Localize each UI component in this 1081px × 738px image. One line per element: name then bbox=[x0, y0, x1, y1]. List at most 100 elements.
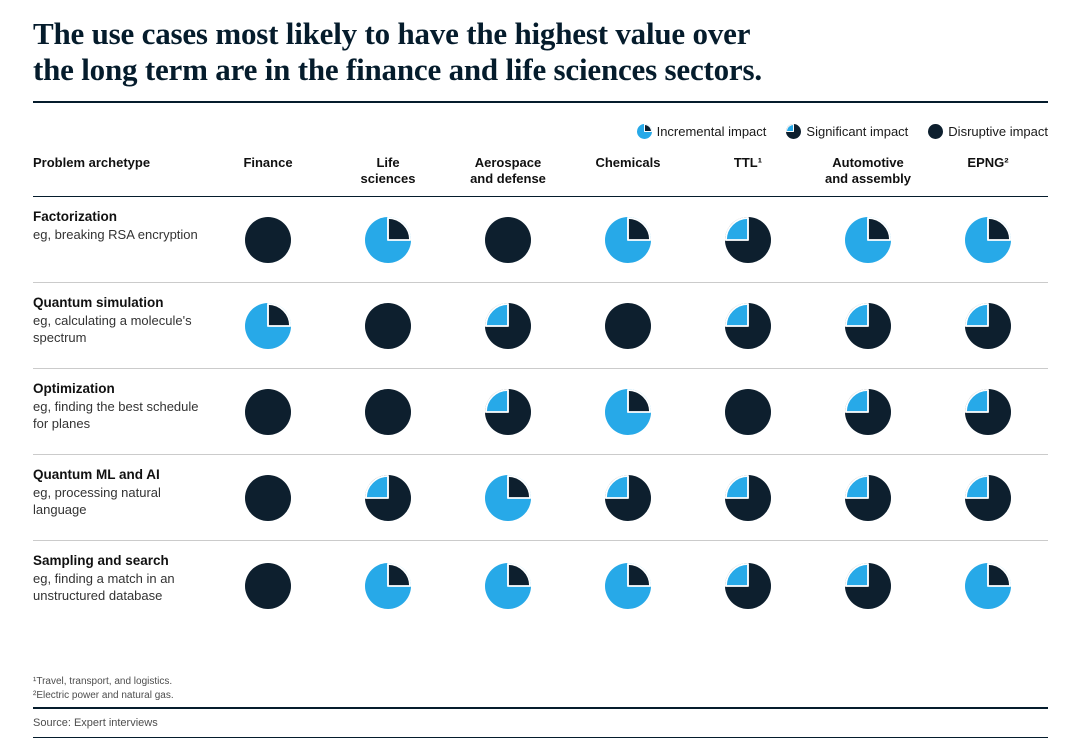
significant-impact-pie-icon bbox=[725, 563, 771, 610]
row-label: Quantum simulation eg, calculating a mole… bbox=[33, 283, 208, 357]
impact-cell-3-6 bbox=[928, 474, 1048, 521]
impact-cell-4-3 bbox=[568, 563, 688, 610]
title-divider bbox=[33, 100, 1048, 103]
column-header-2: Aerospace and defense bbox=[470, 154, 546, 187]
disruptive-impact-pie-icon bbox=[245, 388, 291, 435]
impact-cell-0-4 bbox=[688, 216, 808, 263]
row-archetype: Quantum ML and AI bbox=[33, 467, 160, 483]
significant-impact-pie-icon bbox=[965, 388, 1011, 435]
significant-impact-pie-icon bbox=[365, 474, 411, 521]
column-header-4: TTL¹ bbox=[733, 154, 763, 170]
column-header-5: Automotive and assembly bbox=[825, 154, 911, 187]
impact-cell-2-5 bbox=[808, 388, 928, 435]
row-archetype: Quantum simulation bbox=[33, 295, 164, 311]
incremental-impact-pie-icon bbox=[365, 563, 411, 610]
impact-cell-2-3 bbox=[568, 388, 688, 435]
source-line: Source: Expert interviews bbox=[33, 717, 158, 730]
row-archetype: Factorization bbox=[33, 209, 118, 225]
footnote-2: ²Electric power and natural gas. bbox=[33, 689, 174, 701]
impact-cell-2-2 bbox=[448, 388, 568, 435]
significant-impact-pie-icon bbox=[485, 302, 531, 349]
impact-cell-1-0 bbox=[208, 302, 328, 349]
impact-cell-4-6 bbox=[928, 563, 1048, 610]
legend-item-incremental: Incremental impact bbox=[636, 124, 767, 140]
legend-item-significant: Significant impact bbox=[786, 124, 909, 140]
significant-impact-pie-icon bbox=[845, 388, 891, 435]
impact-cell-2-6 bbox=[928, 388, 1048, 435]
row-label: Factorization eg, breaking RSA encryption bbox=[33, 197, 208, 254]
significant-impact-pie-icon bbox=[965, 302, 1011, 349]
significant-impact-pie-icon bbox=[725, 474, 771, 521]
impact-cell-2-1 bbox=[328, 388, 448, 435]
page-title: The use cases most likely to have the hi… bbox=[33, 16, 762, 87]
incremental-impact-pie-icon bbox=[965, 216, 1011, 263]
incremental-impact-pie-icon bbox=[605, 216, 651, 263]
significant-impact-pie-icon bbox=[725, 302, 771, 349]
disruptive-impact-pie-icon bbox=[605, 302, 651, 349]
impact-cell-1-3 bbox=[568, 302, 688, 349]
significant-impact-pie-icon bbox=[845, 563, 891, 610]
incremental-impact-pie-icon bbox=[485, 563, 531, 610]
row-example: eg, breaking RSA encryption bbox=[33, 227, 198, 243]
column-header-3: Chemicals bbox=[595, 154, 661, 170]
impact-cell-0-6 bbox=[928, 216, 1048, 263]
impact-cell-0-2 bbox=[448, 216, 568, 263]
disruptive-impact-pie-icon bbox=[365, 302, 411, 349]
significant-impact-pie-icon bbox=[845, 474, 891, 521]
row-example: eg, calculating a molecule's spectrum bbox=[33, 313, 192, 346]
impact-cell-0-3 bbox=[568, 216, 688, 263]
impact-cell-1-6 bbox=[928, 302, 1048, 349]
impact-cell-3-2 bbox=[448, 474, 568, 521]
column-header-6: EPNG² bbox=[967, 154, 1009, 170]
incremental-impact-pie-icon bbox=[485, 474, 531, 521]
impact-cell-3-5 bbox=[808, 474, 928, 521]
disruptive-impact-pie-icon bbox=[245, 563, 291, 610]
incremental-impact-pie-icon bbox=[845, 216, 891, 263]
significant-impact-pie-icon bbox=[786, 124, 802, 140]
table-row-1: Quantum simulation eg, calculating a mole… bbox=[33, 283, 1048, 370]
disruptive-impact-pie-icon bbox=[365, 388, 411, 435]
incremental-impact-pie-icon bbox=[245, 302, 291, 349]
incremental-impact-pie-icon bbox=[605, 388, 651, 435]
significant-impact-pie-icon bbox=[725, 216, 771, 263]
significant-impact-pie-icon bbox=[485, 388, 531, 435]
impact-cell-4-0 bbox=[208, 563, 328, 610]
column-header-1: Life sciences bbox=[360, 154, 416, 187]
legend-label: Incremental impact bbox=[656, 124, 767, 140]
significant-impact-pie-icon bbox=[605, 474, 651, 521]
row-label: Sampling and search eg, finding a match i… bbox=[33, 541, 208, 615]
legend-label: Significant impact bbox=[806, 124, 909, 140]
impact-cell-2-0 bbox=[208, 388, 328, 435]
significant-impact-pie-icon bbox=[965, 474, 1011, 521]
incremental-impact-pie-icon bbox=[605, 563, 651, 610]
legend-label: Disruptive impact bbox=[948, 124, 1048, 140]
impact-cell-4-4 bbox=[688, 563, 808, 610]
incremental-impact-pie-icon bbox=[636, 124, 652, 140]
table-row-0: Factorization eg, breaking RSA encryption bbox=[33, 197, 1048, 284]
table-row-4: Sampling and search eg, finding a match i… bbox=[33, 541, 1048, 631]
row-archetype: Sampling and search bbox=[33, 553, 169, 569]
row-label: Optimization eg, finding the best schedul… bbox=[33, 369, 208, 443]
row-archetype: Optimization bbox=[33, 381, 115, 397]
impact-cell-0-1 bbox=[328, 216, 448, 263]
significant-impact-pie-icon bbox=[845, 302, 891, 349]
impact-cell-0-0 bbox=[208, 216, 328, 263]
disruptive-impact-pie-icon bbox=[485, 216, 531, 263]
impact-cell-1-1 bbox=[328, 302, 448, 349]
impact-cell-1-5 bbox=[808, 302, 928, 349]
impact-cell-0-5 bbox=[808, 216, 928, 263]
impact-cell-1-2 bbox=[448, 302, 568, 349]
row-label: Quantum ML and AI eg, processing natural … bbox=[33, 455, 208, 529]
legend-item-disruptive: Disruptive impact bbox=[928, 124, 1048, 140]
table-header-row: Problem archetype Finance Life sciences Aer… bbox=[33, 155, 1048, 198]
impact-cell-2-4 bbox=[688, 388, 808, 435]
impact-cell-4-1 bbox=[328, 563, 448, 610]
footnotes: ¹Travel, transport, and logistics. ²Elec… bbox=[33, 675, 1048, 702]
impact-legend: Incremental impact Significant impact Disr… bbox=[33, 123, 1048, 141]
table-body: Factorization eg, breaking RSA encryption… bbox=[33, 197, 1048, 631]
row-example: eg, finding the best schedule for planes bbox=[33, 399, 199, 432]
disruptive-impact-pie-icon bbox=[245, 474, 291, 521]
impact-cell-3-0 bbox=[208, 474, 328, 521]
row-example: eg, processing natural language bbox=[33, 485, 161, 518]
